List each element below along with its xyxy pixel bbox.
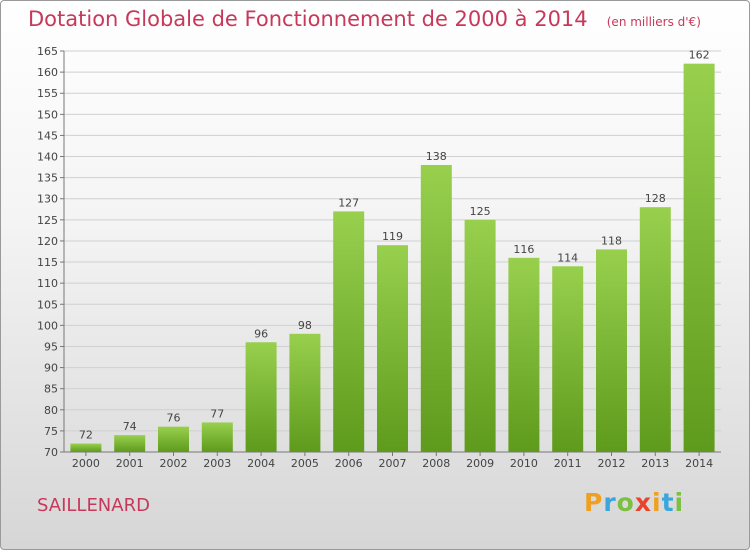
x-tick-label: 2009 — [466, 457, 494, 470]
bar — [201, 422, 233, 452]
bar — [333, 211, 365, 452]
data-label: 125 — [470, 205, 491, 218]
bar — [245, 342, 277, 452]
title-block: Dotation Globale de Fonctionnement de 20… — [28, 7, 701, 31]
x-tick-label: 2010 — [510, 457, 538, 470]
bar — [596, 249, 627, 452]
x-tick-label: 2014 — [685, 457, 713, 470]
chart-subtitle: (en milliers d'€) — [606, 15, 701, 29]
y-tick-label: 110 — [37, 277, 58, 290]
x-tick-label: 2006 — [335, 457, 363, 470]
data-label: 96 — [254, 327, 268, 340]
x-tick-label: 2002 — [160, 457, 188, 470]
data-label: 116 — [513, 243, 534, 256]
logo-letter: i — [652, 488, 662, 517]
data-label: 76 — [167, 412, 181, 425]
data-label: 162 — [689, 49, 710, 62]
y-tick-label: 125 — [37, 214, 58, 227]
data-label: 138 — [426, 150, 447, 163]
data-label: 72 — [79, 429, 93, 442]
y-tick-label: 85 — [44, 383, 58, 396]
x-tick-label: 2012 — [598, 457, 626, 470]
chart-title: Dotation Globale de Fonctionnement de 20… — [28, 7, 588, 31]
bar — [683, 63, 715, 453]
x-tick-label: 2000 — [72, 457, 100, 470]
bars — [70, 63, 715, 453]
data-label: 118 — [601, 234, 622, 247]
y-tick-label: 135 — [37, 172, 58, 185]
data-label: 114 — [557, 251, 578, 264]
proxiti-logo[interactable]: Proxiti — [584, 488, 684, 517]
y-tick-label: 165 — [37, 45, 58, 58]
y-tick-label: 90 — [44, 362, 58, 375]
y-tick-label: 140 — [37, 151, 58, 164]
logo-letter: x — [634, 488, 652, 517]
y-tick-label: 120 — [37, 235, 58, 248]
bar — [420, 164, 452, 452]
y-tick-label: 145 — [37, 129, 58, 142]
bar — [158, 426, 189, 452]
logo-letter: i — [674, 488, 685, 517]
bar — [377, 245, 408, 452]
y-tick-label: 115 — [37, 256, 58, 269]
bar — [464, 219, 496, 452]
bar — [508, 257, 540, 452]
y-tick-label: 130 — [37, 193, 58, 206]
x-tick-label: 2008 — [422, 457, 450, 470]
y-tick-label: 155 — [37, 87, 58, 100]
data-label: 127 — [338, 196, 359, 209]
y-tick-label: 75 — [44, 425, 58, 438]
data-label: 128 — [645, 192, 666, 205]
y-tick-label: 100 — [37, 319, 58, 332]
commune-name: SAILLENARD — [37, 495, 150, 516]
y-tick-label: 105 — [37, 298, 58, 311]
x-tick-label: 2011 — [554, 457, 582, 470]
y-tick-label: 150 — [37, 108, 58, 121]
data-label: 119 — [382, 230, 403, 243]
logo-letter: o — [616, 488, 635, 517]
x-tick-label: 2004 — [247, 457, 275, 470]
bar — [114, 435, 146, 452]
data-label: 98 — [298, 319, 312, 332]
y-tick-label: 95 — [44, 340, 58, 353]
bar — [552, 266, 584, 452]
y-tick-label: 70 — [44, 446, 58, 459]
bar — [639, 207, 671, 452]
x-tick-label: 2003 — [203, 457, 231, 470]
logo-letter: r — [603, 488, 617, 517]
x-tick-label: 2013 — [641, 457, 669, 470]
bar — [70, 443, 102, 452]
y-tick-label: 160 — [37, 66, 58, 79]
x-tick-label: 2001 — [116, 457, 144, 470]
x-tick-label: 2007 — [379, 457, 407, 470]
logo-letter: t — [661, 488, 675, 517]
data-label: 77 — [210, 407, 224, 420]
labels: 70 75 80 85 90 95 100 105 110 115 120 125 130 135 140 1… — [37, 45, 713, 470]
data-label: 74 — [123, 420, 137, 433]
bar — [289, 333, 321, 452]
y-tick-label: 80 — [44, 404, 58, 417]
logo-letter: P — [584, 488, 604, 517]
x-tick-label: 2005 — [291, 457, 319, 470]
